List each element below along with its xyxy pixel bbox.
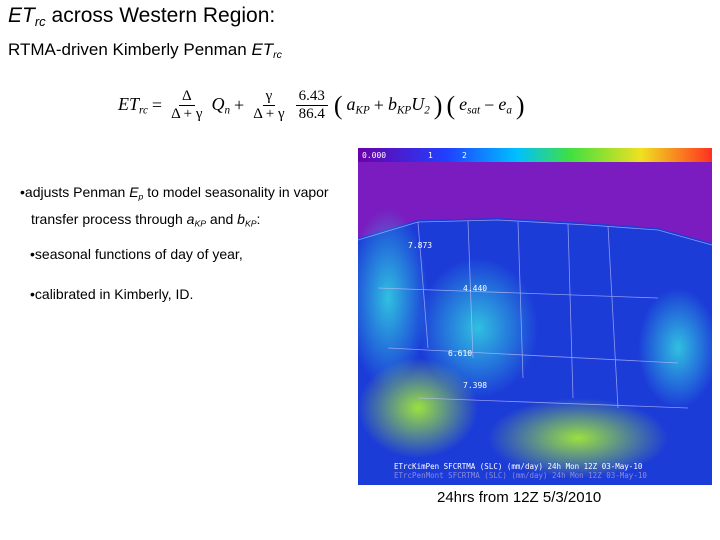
eq-num: Δ bbox=[178, 88, 195, 106]
eq-op: + bbox=[373, 95, 384, 115]
eq-fraction: 6.43 86.4 bbox=[295, 88, 328, 123]
eq-symbol: e bbox=[498, 94, 507, 115]
map-shade bbox=[488, 398, 668, 478]
eq-sub: sat bbox=[467, 104, 481, 117]
eq-symbol: U bbox=[411, 94, 425, 115]
eq-sub: KP bbox=[355, 104, 370, 117]
eq-symbol: a bbox=[346, 94, 356, 115]
eq-paren: ( bbox=[333, 90, 343, 120]
eq-op: − bbox=[484, 95, 495, 115]
eq-den: Δ + γ bbox=[171, 106, 203, 122]
eq-num: γ bbox=[262, 88, 276, 106]
canada-region bbox=[358, 162, 712, 243]
title-sub: rc bbox=[34, 13, 46, 29]
point-label: 7.873 bbox=[408, 241, 432, 250]
map-image: 0.000 1 2 7.873 4.440 6.610 7.398 ETrcKimPen SF… bbox=[358, 148, 712, 485]
eq-symbol: e bbox=[459, 94, 468, 115]
subtitle-text: RTMA-driven Kimberly Penman bbox=[8, 40, 252, 59]
eq-num: 6.43 bbox=[295, 88, 328, 106]
eq-sub: rc bbox=[139, 104, 148, 117]
bullet-sub: p bbox=[138, 191, 144, 202]
bullet-text: seasonal functions of day of year, bbox=[34, 246, 243, 262]
eq-sub: a bbox=[506, 104, 512, 117]
eq-symbol: ET bbox=[118, 94, 140, 115]
bullet-text: adjusts Penman bbox=[24, 184, 130, 200]
map-footer: ETrcKimPen SFCRTMA (SLC) (mm/day) 24h Mo… bbox=[394, 462, 643, 471]
eq-sub: n bbox=[224, 104, 231, 117]
bullet-text: and bbox=[206, 210, 238, 227]
bullet-var: b bbox=[237, 210, 245, 227]
caption: 24hrs from 12Z 5/3/2010 bbox=[437, 489, 602, 506]
bullet-text: calibrated in Kimberly, ID. bbox=[34, 286, 194, 302]
map-shade bbox=[638, 288, 712, 408]
title-text: across Western Region: bbox=[45, 4, 276, 27]
bullet-sub: KP bbox=[194, 218, 207, 229]
bullet-text: to model seasonality in vapor transfer p… bbox=[31, 184, 329, 227]
title-text: ET bbox=[8, 4, 35, 27]
eq-op: + bbox=[234, 95, 245, 115]
subtitle: RTMA-driven Kimberly Penman ETrc bbox=[8, 40, 282, 61]
colorbar-label: 0.000 bbox=[362, 151, 386, 160]
bullet: •seasonal functions of day of year, bbox=[30, 246, 243, 262]
point-label: 7.398 bbox=[463, 381, 487, 390]
boundaries bbox=[358, 219, 712, 409]
bullet-text: : bbox=[256, 210, 261, 227]
eq-den: Δ + γ bbox=[253, 106, 285, 122]
map-footer: ETrcPenMont SFCRTMA (SLC) (mm/day) 24h M… bbox=[394, 471, 647, 480]
point-label: 6.610 bbox=[448, 349, 472, 358]
eq-symbol: Q bbox=[211, 94, 225, 115]
colorbar bbox=[358, 148, 712, 162]
colorbar-label: 2 bbox=[462, 151, 467, 160]
eq-sub: KP bbox=[396, 104, 412, 117]
bullet-var: a bbox=[186, 210, 195, 227]
eq-op: = bbox=[151, 95, 163, 115]
eq-paren: ) bbox=[515, 90, 525, 120]
subtitle-var: ET bbox=[251, 40, 274, 59]
subtitle-sub: rc bbox=[273, 49, 282, 62]
bullet: •adjusts Penman Ep to model seasonality … bbox=[20, 184, 329, 229]
map-shade bbox=[358, 358, 478, 458]
eq-paren: ( bbox=[446, 90, 456, 120]
eq-sub: 2 bbox=[424, 104, 430, 117]
eq-symbol: b bbox=[387, 94, 397, 115]
point-label: 4.440 bbox=[463, 284, 487, 293]
eq-paren: ) bbox=[433, 90, 443, 120]
colorbar-label: 1 bbox=[428, 151, 433, 160]
title: ETrc across Western Region: bbox=[8, 4, 275, 29]
map-shade bbox=[358, 208, 428, 388]
bullet-var: E bbox=[129, 184, 139, 200]
bullet: •calibrated in Kimberly, ID. bbox=[30, 286, 194, 302]
bullet-sub: KP bbox=[244, 218, 257, 229]
eq-den: 86.4 bbox=[298, 106, 325, 122]
